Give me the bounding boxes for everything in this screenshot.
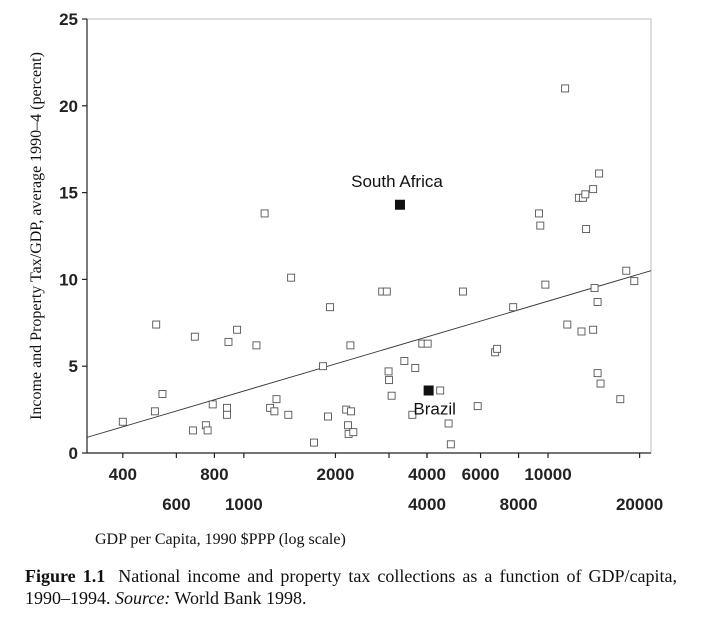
highlighted-point [423, 385, 434, 396]
y-tick-label: 5 [69, 357, 78, 376]
x-tick-label: 4000 [408, 465, 446, 484]
data-point [287, 273, 296, 282]
y-tick-label: 20 [59, 97, 78, 116]
data-point [590, 284, 599, 293]
data-point [118, 417, 127, 426]
data-point [444, 419, 453, 428]
data-point [233, 325, 242, 334]
figure-caption: Figure 1.1 National income and property … [25, 565, 677, 609]
x-tick-label: 6000 [462, 465, 500, 484]
data-point [509, 303, 518, 312]
data-point [408, 410, 417, 419]
x-tick-label: 8000 [500, 495, 538, 514]
data-point [150, 407, 159, 416]
highlighted-point [394, 199, 405, 210]
caption-source-text: World Bank 1998. [174, 588, 307, 608]
data-point [622, 266, 631, 275]
x-tick-label: 2000 [317, 465, 355, 484]
plot-frame [86, 18, 652, 454]
data-point [596, 379, 605, 388]
y-axis-label: Income and Property Tax/GDP, average 199… [28, 52, 45, 420]
highlight-label: South Africa [351, 172, 443, 191]
data-point [260, 209, 269, 218]
x-tick-label: 1000 [225, 495, 263, 514]
data-point [224, 337, 233, 346]
data-point [382, 287, 391, 296]
caption-source-label: Source: [115, 588, 171, 608]
y-tick-label: 15 [59, 184, 78, 203]
data-point [384, 367, 393, 376]
data-point [310, 438, 318, 447]
data-point [561, 84, 570, 93]
data-point [581, 190, 590, 199]
data-point [616, 395, 625, 404]
data-point [458, 287, 467, 296]
data-point [446, 440, 455, 449]
y-tick-label: 0 [69, 444, 78, 463]
trend-line [86, 270, 652, 438]
data-point [208, 400, 217, 409]
caption-text: National income and property tax collect… [25, 566, 677, 608]
data-point [436, 386, 445, 395]
data-point [589, 325, 598, 334]
data-point [158, 390, 167, 398]
data-point [577, 327, 586, 336]
x-tick-label: 20000 [616, 495, 663, 514]
x-tick-label: 800 [200, 465, 228, 484]
data-point [589, 185, 598, 194]
data-point [563, 320, 572, 329]
data-point [270, 407, 279, 416]
data-point [349, 428, 358, 437]
data-point [346, 341, 355, 350]
data-point [493, 344, 502, 353]
highlight-label: Brazil [413, 400, 456, 419]
data-point [347, 407, 355, 416]
data-point [272, 395, 281, 404]
data-point [473, 402, 482, 411]
data-point [536, 221, 545, 230]
data-point [319, 362, 327, 371]
x-tick-label: 400 [109, 465, 137, 484]
scatter-chart: 0 5 10 15 20 25 400 800 2000 4000 6000 10000 600 1000… [28, 10, 663, 514]
x-tick-label: 600 [162, 495, 190, 514]
data-point [400, 357, 409, 365]
data-point [541, 280, 550, 289]
data-point [344, 421, 352, 430]
data-point [252, 341, 261, 350]
data-point [582, 225, 591, 234]
data-point [203, 426, 212, 435]
data-point [152, 320, 161, 329]
data-point [326, 303, 334, 312]
x-axis-label: GDP per Capita, 1990 $PPP (log scale) [95, 531, 346, 548]
data-point [411, 363, 420, 372]
data-point [387, 391, 396, 400]
data-point [190, 332, 199, 341]
data-point [324, 412, 332, 421]
data-point [630, 277, 639, 286]
data-point [535, 209, 543, 218]
data-point [423, 339, 432, 348]
data-point [593, 298, 602, 306]
data-point [284, 410, 293, 419]
data-point [595, 169, 604, 178]
data-point [385, 376, 393, 385]
data-point [188, 426, 197, 435]
x-tick-label: 10000 [524, 465, 571, 484]
data-point [223, 403, 231, 412]
x-tick-label: 4000 [408, 495, 446, 514]
figure-label: Figure 1.1 [25, 566, 106, 586]
data-point [593, 369, 602, 378]
y-tick-label: 10 [59, 270, 78, 289]
y-tick-label: 25 [59, 10, 78, 29]
data-point [223, 410, 231, 419]
